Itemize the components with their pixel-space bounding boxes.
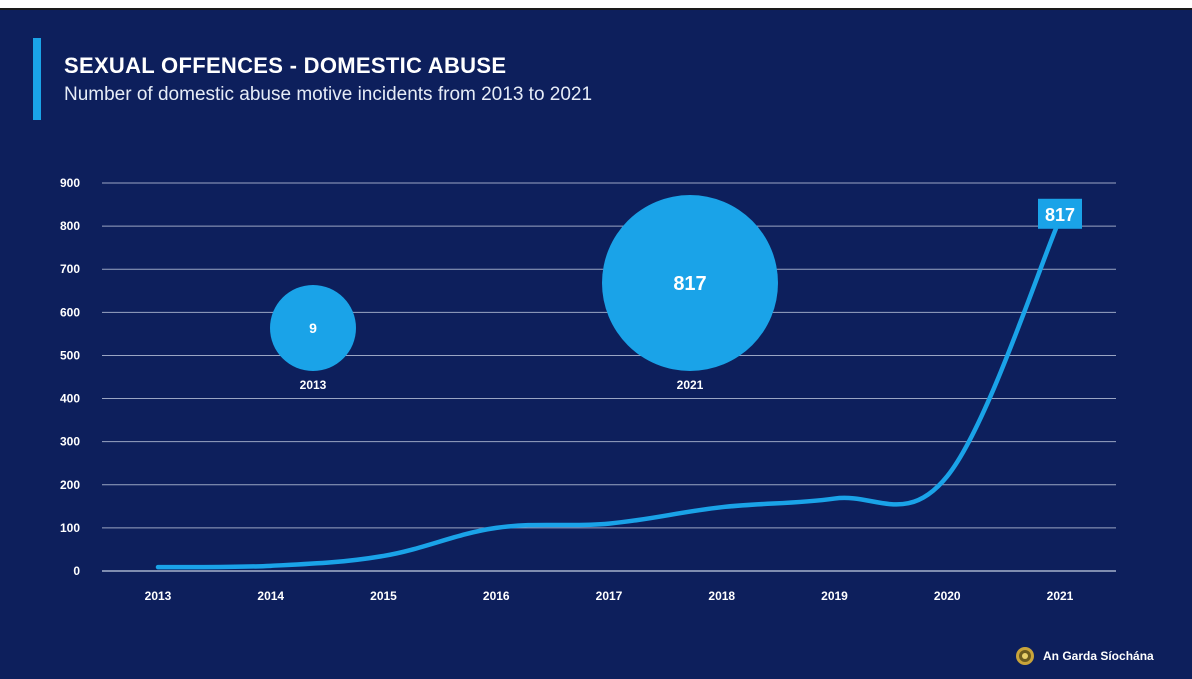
end-label-box [1038, 198, 1082, 229]
y-tick-label: 0 [73, 564, 80, 578]
y-axis-ticks: 0 100 200 300 400 500 600 700 800 900 [60, 176, 80, 578]
comparison-bubbles: 9 2013 817 2021 [270, 195, 778, 392]
x-tick-label: 2019 [821, 589, 848, 603]
y-tick-label: 700 [60, 262, 80, 276]
footer-brand: An Garda Síochána [1015, 646, 1154, 666]
series-line-path [155, 216, 1063, 570]
x-tick-label: 2016 [483, 589, 510, 603]
y-tick-label: 300 [60, 435, 80, 449]
y-tick-label: 900 [60, 176, 80, 190]
footer-org-name: An Garda Síochána [1043, 649, 1154, 663]
y-tick-label: 800 [60, 219, 80, 233]
bubble-value-label: 817 [673, 273, 706, 295]
chart-title: SEXUAL OFFENCES - DOMESTIC ABUSE [64, 53, 507, 78]
title-accent-bar [33, 38, 41, 120]
top-border [0, 0, 1192, 10]
chart-subtitle: Number of domestic abuse motive incident… [64, 84, 593, 105]
x-tick-label: 2015 [370, 589, 397, 603]
y-tick-label: 200 [60, 478, 80, 492]
x-tick-label: 2014 [257, 589, 284, 603]
y-tick-label: 100 [60, 521, 80, 535]
y-tick-label: 500 [60, 348, 80, 362]
x-tick-label: 2021 [1047, 589, 1074, 603]
series-line [155, 216, 1063, 570]
x-tick-label: 2013 [145, 589, 172, 603]
bubble-year-label: 2021 [677, 378, 704, 392]
y-tick-label: 600 [60, 305, 80, 319]
data-labels: 817 [1038, 198, 1082, 229]
gridlines [102, 182, 1116, 572]
end-value-label: 817 [1045, 205, 1075, 225]
x-axis-ticks: 2013 2014 2015 2016 2017 2018 2019 2020 2021 [145, 589, 1074, 603]
bubble-year-label: 2013 [300, 378, 327, 392]
garda-crest-icon [1016, 647, 1034, 665]
bubble-2013 [270, 285, 356, 371]
x-tick-label: 2018 [708, 589, 735, 603]
bubble-2021 [602, 195, 778, 371]
bubble-value-label: 9 [309, 320, 317, 336]
x-tick-label: 2017 [596, 589, 623, 603]
x-tick-label: 2020 [934, 589, 961, 603]
y-tick-label: 400 [60, 392, 80, 406]
